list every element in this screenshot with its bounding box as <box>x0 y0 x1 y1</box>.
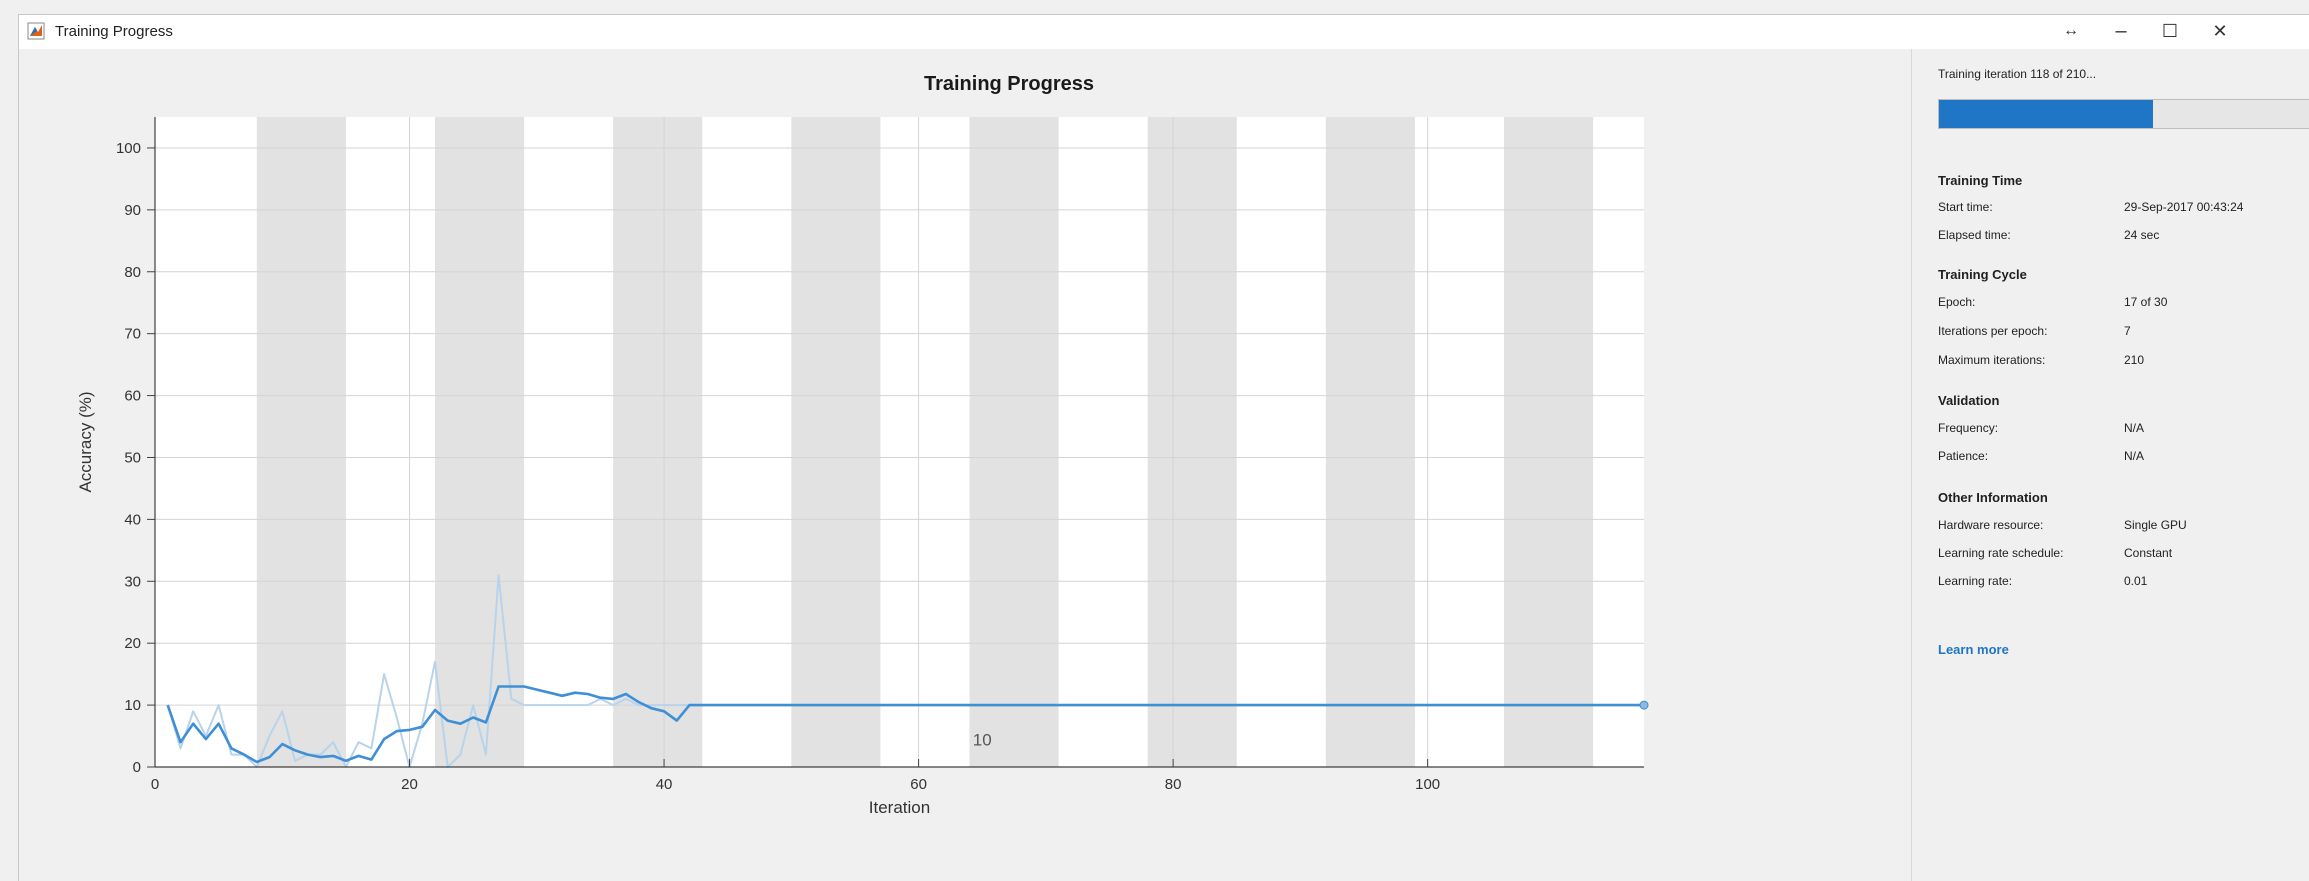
epoch-band <box>1325 117 1415 767</box>
axes-background <box>155 117 1644 767</box>
x-tick-label: 20 <box>401 776 418 793</box>
lr-schedule-label: Learning rate schedule: <box>1938 546 2064 560</box>
max-iterations-value: 210 <box>2124 353 2145 367</box>
epoch-band <box>969 117 1059 767</box>
iterations-per-epoch-value: 7 <box>2124 324 2131 338</box>
epoch-label: Epoch: <box>1938 295 1976 309</box>
training-progress-bar <box>1938 99 2309 129</box>
y-tick-label: 30 <box>124 573 141 590</box>
accuracy-chart: 0 10 20 30 40 50 60 70 80 90 100 0 20 40 60 80 100 Itera… <box>76 117 1649 817</box>
frequency-label: Frequency: <box>1938 421 1999 435</box>
learning-rate-label: Learning rate: <box>1938 574 2013 588</box>
y-tick-label: 80 <box>124 264 141 281</box>
start-time-label: Start time: <box>1938 200 1993 214</box>
x-tick-label: 100 <box>1415 776 1440 793</box>
x-axis-label: Iteration <box>869 798 930 817</box>
progress-fill <box>1939 100 2153 128</box>
learning-rate-value: 0.01 <box>2124 574 2148 588</box>
frequency-value: N/A <box>2124 421 2145 435</box>
start-time-value: 29-Sep-2017 00:43:24 <box>2124 200 2244 214</box>
section-training-time: Training Time <box>1938 173 2023 188</box>
resize-icon[interactable]: ↔ <box>2063 22 2079 39</box>
series-group <box>166 574 1649 768</box>
panel-divider[interactable] <box>1911 49 1912 881</box>
hardware-resource-value: Single GPU <box>2124 518 2187 532</box>
learn-more-link[interactable]: Learn more <box>1938 642 2009 657</box>
minimize-button[interactable]: – <box>2115 20 2127 42</box>
close-button[interactable]: ✕ <box>2212 21 2228 41</box>
epoch-band <box>1147 117 1237 767</box>
elapsed-time-value: 24 sec <box>2124 228 2160 242</box>
window-title: Training Progress <box>55 23 173 40</box>
y-tick-label: 10 <box>124 697 141 714</box>
x-tick-label: 60 <box>910 776 927 793</box>
epoch-band <box>613 117 703 767</box>
iterations-per-epoch-label: Iterations per epoch: <box>1938 324 2048 338</box>
x-tick-label: 0 <box>151 776 159 793</box>
maximize-button[interactable]: ☐ <box>2161 21 2179 41</box>
y-tick-label: 60 <box>124 388 141 405</box>
y-tick-label: 90 <box>124 202 141 219</box>
training-status-text: Training iteration 118 of 210... <box>1938 67 2097 81</box>
x-tick-label: 80 <box>1165 776 1182 793</box>
y-axis-label: Accuracy (%) <box>76 391 95 492</box>
axes: 0 10 20 30 40 50 60 70 80 90 100 0 20 40 60 80 100 <box>116 117 1644 793</box>
lr-schedule-value: Constant <box>2124 546 2173 560</box>
y-tick-label: 40 <box>124 511 141 528</box>
training-progress-window: Training Progress ↔ – ☐ ✕ Training Progr… <box>18 14 2309 881</box>
epoch-band <box>791 117 881 767</box>
chart-annotation: 10 <box>973 730 992 749</box>
hardware-resource-label: Hardware resource: <box>1938 518 2044 532</box>
last-point-marker <box>1639 700 1649 710</box>
title-bar[interactable]: Training Progress ↔ – ☐ ✕ <box>19 15 2309 49</box>
epoch-band <box>1504 117 1594 767</box>
plot-area: Training Progress 0 10 20 30 40 50 60 70 80 90 100… <box>19 49 1909 881</box>
y-tick-label: 20 <box>124 635 141 652</box>
elapsed-time-label: Elapsed time: <box>1938 228 2011 242</box>
y-tick-label: 70 <box>124 326 141 343</box>
y-tick-label: 100 <box>116 140 141 157</box>
plot-title: Training Progress <box>923 73 1095 95</box>
y-tick-label: 50 <box>124 449 141 466</box>
patience-value: N/A <box>2124 449 2145 463</box>
info-panel: Training iteration 118 of 210... Trainin… <box>1912 49 2309 881</box>
section-validation: Validation <box>1938 393 2000 408</box>
section-training-cycle: Training Cycle <box>1938 267 2027 282</box>
smoothed-accuracy-line <box>166 685 1644 764</box>
section-other-information: Other Information <box>1938 490 2048 505</box>
matlab-app-icon <box>27 22 45 40</box>
y-tick-label: 0 <box>133 759 141 776</box>
epoch-value: 17 of 30 <box>2124 295 2168 309</box>
epoch-band <box>256 117 346 767</box>
x-tick-label: 40 <box>656 776 673 793</box>
epoch-bands <box>256 117 1594 767</box>
epoch-band <box>434 117 525 767</box>
patience-label: Patience: <box>1938 449 1989 463</box>
max-iterations-label: Maximum iterations: <box>1938 353 2046 367</box>
